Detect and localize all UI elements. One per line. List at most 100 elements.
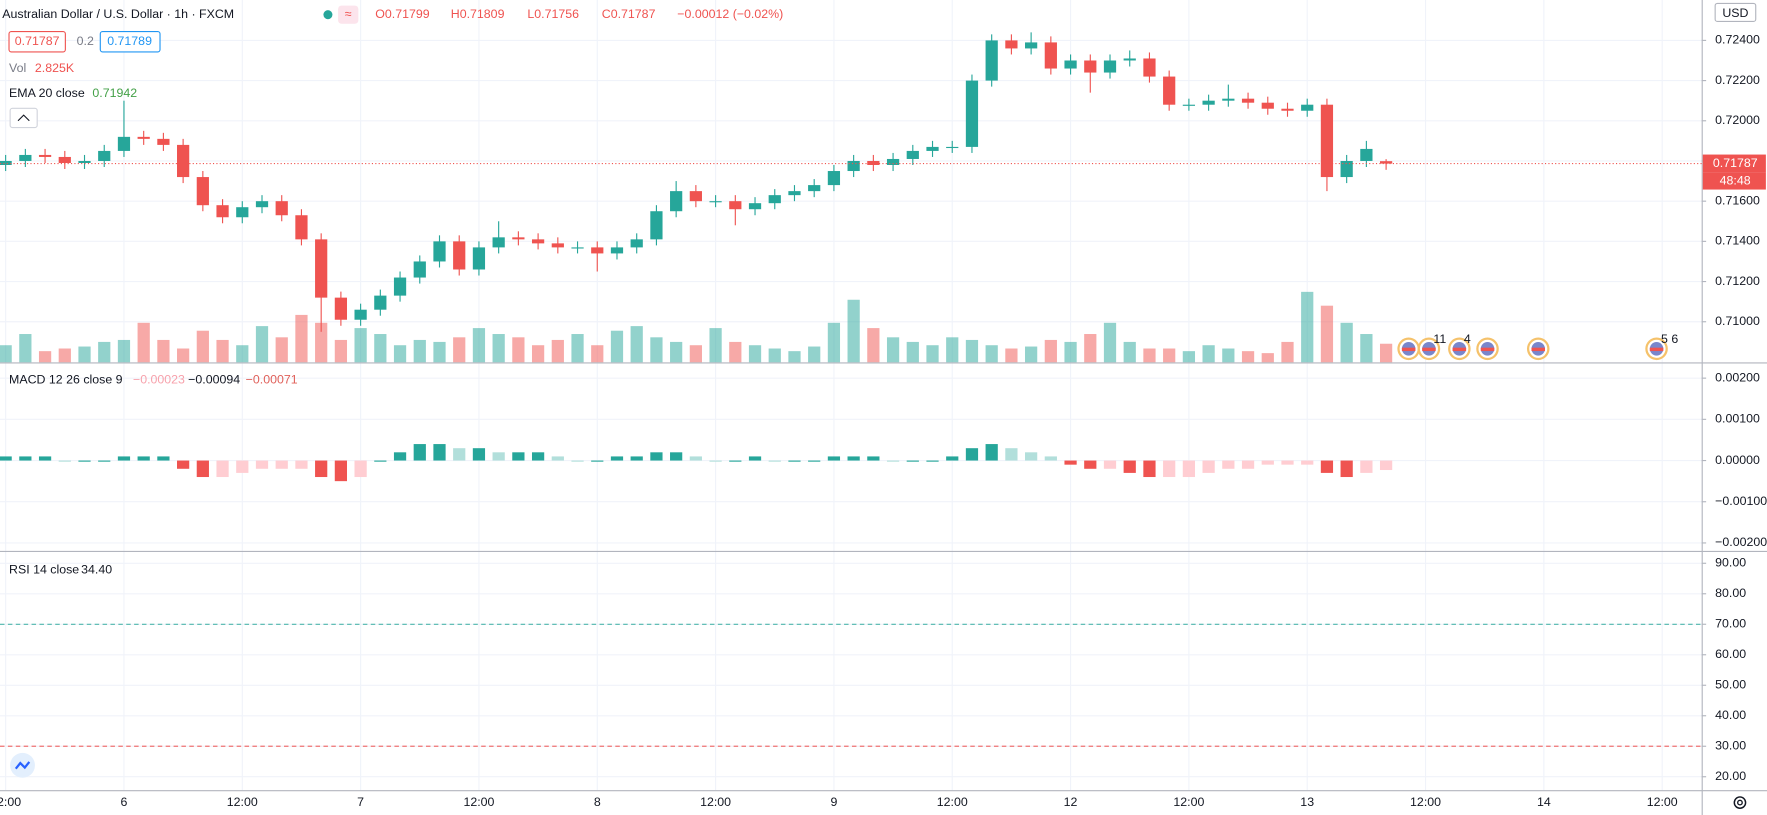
macd-histogram-bar xyxy=(137,456,150,461)
macd-histogram-bar xyxy=(926,460,939,462)
volume-bar xyxy=(985,345,998,363)
macd-histogram-bar xyxy=(1281,460,1294,465)
candle-body xyxy=(867,160,880,165)
macd-histogram-bar xyxy=(453,448,466,461)
y-tick-label: 0.72200 xyxy=(1715,73,1760,87)
candle-body xyxy=(946,146,959,149)
x-tick-label: 12:00 xyxy=(937,795,968,809)
candle-body xyxy=(177,144,190,178)
candle-body xyxy=(827,171,841,186)
x-tick-label: 12:00 xyxy=(1647,795,1678,809)
candle-body xyxy=(1340,160,1353,178)
y-tick-label: −0.00200 xyxy=(1715,535,1767,549)
bid-price: 0.71787 xyxy=(15,34,60,48)
macd-histogram-bar xyxy=(886,460,900,462)
volume-bar xyxy=(433,341,446,363)
candle-body xyxy=(492,237,505,248)
collapse-icon xyxy=(17,114,30,122)
y-tick-label: 0.71000 xyxy=(1715,314,1760,328)
volume-bar xyxy=(768,348,781,363)
ema-legend-value: 0.71942 xyxy=(92,86,137,100)
event-flag-stripe xyxy=(1480,347,1495,352)
macd-histogram-bar xyxy=(650,452,663,461)
macd-histogram-bar xyxy=(906,460,919,462)
currency-button[interactable] xyxy=(1714,2,1757,23)
volume-bar xyxy=(1222,348,1235,363)
macd-histogram-bar xyxy=(38,456,52,461)
volume-bar xyxy=(531,345,545,363)
buy-button[interactable] xyxy=(99,31,161,53)
volume-bar xyxy=(1241,351,1255,363)
x-tick-label: 12:00 xyxy=(1173,795,1204,809)
sell-button[interactable] xyxy=(8,31,66,53)
macd-histogram-bar xyxy=(295,460,308,469)
candle-body xyxy=(689,191,702,202)
candle-body xyxy=(768,195,781,204)
macd-histogram-bar xyxy=(1163,460,1176,478)
candle-body xyxy=(472,247,486,270)
collapse-button[interactable] xyxy=(9,107,38,129)
y-tick-label: 40.00 xyxy=(1715,708,1746,722)
candle-body xyxy=(315,239,328,298)
candle-body xyxy=(847,160,860,172)
macd-histogram-bar xyxy=(965,448,979,461)
event-flag-stripe xyxy=(1531,347,1545,352)
candle-body xyxy=(1202,100,1215,105)
settings-icon[interactable] xyxy=(1733,796,1747,809)
macd-histogram-bar xyxy=(19,456,32,461)
macd-histogram-bar xyxy=(847,456,860,461)
macd-histogram-bar xyxy=(0,456,12,461)
y-tick-label: 0.72400 xyxy=(1715,33,1760,47)
data-mode-button[interactable] xyxy=(338,5,359,24)
macd-histogram-bar xyxy=(374,460,387,462)
candle-body xyxy=(1005,40,1018,49)
volume-bar xyxy=(1044,339,1057,363)
candle-body xyxy=(551,243,564,248)
candle-body xyxy=(591,247,604,254)
data-mode-icon: ≈ xyxy=(345,7,352,21)
logo-icon[interactable] xyxy=(10,752,35,778)
candle-body xyxy=(729,201,742,210)
macd-histogram-bar xyxy=(433,444,446,461)
macd-histogram-bar xyxy=(1241,460,1255,469)
macd-histogram-bar xyxy=(393,452,407,461)
legend-low: L0.71756 xyxy=(527,7,579,21)
volume-bar xyxy=(1301,291,1314,363)
event-count: 4 xyxy=(1464,332,1471,346)
candle-body xyxy=(1320,104,1334,178)
macd-histogram-bar xyxy=(1084,460,1097,469)
candle-body xyxy=(965,80,979,147)
y-tick-label: 50.00 xyxy=(1715,678,1746,692)
candle-body xyxy=(788,191,801,196)
volume-bar xyxy=(196,330,209,363)
macd-histogram-bar xyxy=(255,460,269,469)
macd-histogram-bar xyxy=(1044,456,1057,461)
candle-body xyxy=(1084,60,1097,73)
candle-body xyxy=(985,40,998,81)
volume-bar xyxy=(1261,353,1274,363)
volume-bar xyxy=(571,334,584,363)
macd-histogram-bar xyxy=(709,460,722,462)
volume-bar xyxy=(670,341,683,363)
grid xyxy=(0,0,1702,791)
volume-bar xyxy=(58,348,71,363)
x-tick-label: 12:00 xyxy=(0,795,21,809)
candle-body xyxy=(630,239,643,248)
candle-body xyxy=(650,211,663,240)
candle-body xyxy=(1143,58,1156,77)
volume-bar xyxy=(453,337,466,363)
candle-body xyxy=(1379,161,1393,164)
candle-body xyxy=(1163,76,1176,105)
volume-bar xyxy=(808,346,821,363)
volume-bar xyxy=(1281,341,1294,363)
candle-body xyxy=(1123,58,1136,61)
volume-bar xyxy=(216,339,229,363)
volume-bar xyxy=(315,322,328,363)
candle-body xyxy=(1103,60,1117,73)
macd-histogram-bar xyxy=(867,456,880,461)
macd-histogram-bar xyxy=(354,460,367,478)
macd-histogram-bar xyxy=(78,460,91,462)
legend: Australian Dollar / U.S. Dollar · 1h · F… xyxy=(2,5,783,576)
volume-bar xyxy=(965,339,979,363)
